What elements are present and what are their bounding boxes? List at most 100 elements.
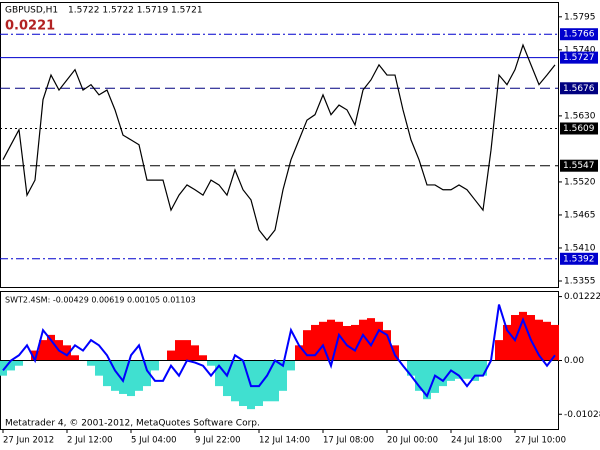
histogram-bar bbox=[215, 360, 223, 387]
histogram-bar bbox=[207, 360, 215, 366]
level-label: 1.5676 bbox=[563, 84, 595, 94]
histogram-bar bbox=[479, 360, 487, 376]
signal-line bbox=[2, 304, 556, 399]
price-frame bbox=[0, 2, 559, 288]
y-tick-label: 1.5355 bbox=[564, 276, 596, 286]
histogram-bar bbox=[375, 321, 383, 361]
histogram-bar bbox=[71, 355, 79, 361]
histogram-bar bbox=[127, 360, 135, 397]
level-label: 1.5727 bbox=[563, 53, 595, 63]
histogram-bar bbox=[543, 321, 551, 361]
histogram-bar bbox=[423, 360, 431, 400]
y-tick-label: 1.5410 bbox=[564, 243, 596, 253]
x-tick-label: 20 Jul 00:00 bbox=[387, 436, 438, 446]
x-tick-label: 17 Jul 08:00 bbox=[323, 436, 374, 446]
y-tick-label: 1.5630 bbox=[564, 111, 596, 121]
histogram-bar bbox=[199, 355, 207, 361]
histogram-bar bbox=[359, 319, 367, 361]
histogram-bar bbox=[335, 321, 343, 361]
level-label-box bbox=[560, 82, 598, 95]
symbol: GBPUSD,H1 bbox=[5, 6, 58, 16]
level-label-box bbox=[560, 28, 598, 41]
histogram-bar bbox=[471, 360, 479, 381]
spread: 0.0221 bbox=[5, 19, 55, 34]
y-tick-label: 1.5465 bbox=[564, 210, 596, 220]
histogram-bar bbox=[311, 324, 319, 361]
level-label-box bbox=[560, 159, 598, 172]
histogram-bar bbox=[303, 330, 311, 361]
y-tick-label: 0.00 bbox=[564, 356, 584, 366]
y-tick-label: 1.5795 bbox=[564, 12, 596, 22]
histogram-bar bbox=[239, 360, 247, 406]
histogram-bar bbox=[383, 330, 391, 361]
histogram-bar bbox=[175, 340, 183, 361]
histogram-bar bbox=[143, 360, 151, 387]
histogram-bar bbox=[103, 360, 111, 387]
histogram-bar bbox=[463, 360, 471, 379]
histogram-bar bbox=[0, 360, 7, 376]
histogram-bar bbox=[551, 324, 559, 361]
histogram-bar bbox=[167, 350, 175, 361]
histogram-bar bbox=[455, 360, 463, 379]
histogram-bar bbox=[439, 360, 447, 387]
histogram-bar bbox=[279, 360, 287, 391]
histogram-bar bbox=[151, 360, 159, 371]
level-label-box bbox=[560, 51, 598, 64]
histogram-bar bbox=[111, 360, 119, 391]
histogram-bar bbox=[503, 324, 511, 361]
histogram-bar bbox=[95, 360, 103, 376]
level-label-box bbox=[560, 122, 598, 135]
histogram-bar bbox=[367, 318, 375, 361]
ohlc: 1.5722 1.5722 1.5719 1.5721 bbox=[68, 6, 203, 16]
level-label: 1.5609 bbox=[563, 124, 595, 134]
histogram-bar bbox=[87, 360, 95, 366]
level-label: 1.5766 bbox=[563, 30, 595, 40]
y-tick-label: 1.5740 bbox=[564, 45, 596, 55]
x-tick-label: 12 Jul 14:00 bbox=[259, 436, 310, 446]
level-label-box bbox=[560, 252, 598, 265]
x-tick-label: 5 Jul 04:00 bbox=[131, 436, 177, 446]
histogram-bar bbox=[223, 360, 231, 397]
histogram-bar bbox=[135, 360, 143, 391]
histogram-bar bbox=[271, 360, 279, 402]
footer: Metatrader 4, © 2001-2012, MetaQuotes So… bbox=[5, 419, 260, 429]
histogram-bar bbox=[415, 360, 423, 391]
x-tick-label: 2 Jul 12:00 bbox=[67, 436, 113, 446]
price-line bbox=[2, 43, 556, 242]
histogram-bar bbox=[183, 340, 191, 361]
histogram-bar bbox=[535, 319, 543, 361]
histogram-bar bbox=[231, 360, 239, 402]
histogram-bar bbox=[407, 360, 415, 376]
histogram-bar bbox=[519, 311, 527, 361]
x-tick-label: 27 Jun 2012 bbox=[3, 436, 54, 446]
histogram-bar bbox=[119, 360, 127, 394]
histogram-bar bbox=[263, 360, 271, 402]
histogram-bar bbox=[191, 345, 199, 361]
histogram-bar bbox=[495, 340, 503, 361]
histogram-bar bbox=[63, 345, 71, 361]
level-label: 1.5392 bbox=[563, 254, 595, 264]
histogram-bar bbox=[351, 324, 359, 361]
x-tick-label: 9 Jul 22:00 bbox=[195, 436, 241, 446]
y-tick-label: 1.5520 bbox=[564, 177, 596, 187]
histogram-bar bbox=[255, 360, 263, 406]
indicator-title: SWT2.4SM: -0.00429 0.00619 0.00105 0.011… bbox=[5, 296, 196, 305]
histogram-bar bbox=[343, 325, 351, 361]
histogram-bar bbox=[287, 360, 295, 371]
y-tick-label: 0.01222 bbox=[564, 292, 600, 302]
histogram-bar bbox=[327, 319, 335, 361]
histogram-bar bbox=[319, 321, 327, 361]
x-tick-label: 27 Jul 10:00 bbox=[515, 436, 566, 446]
histogram-bar bbox=[7, 360, 15, 371]
level-label: 1.5547 bbox=[563, 161, 595, 171]
histogram-bar bbox=[31, 350, 39, 361]
histogram-bar bbox=[39, 340, 47, 361]
y-tick-label: -0.01028 bbox=[564, 410, 600, 420]
histogram-bar bbox=[295, 345, 303, 361]
histogram-bar bbox=[47, 334, 55, 361]
histogram-bar bbox=[15, 360, 23, 366]
x-tick-label: 24 Jul 18:00 bbox=[451, 436, 502, 446]
